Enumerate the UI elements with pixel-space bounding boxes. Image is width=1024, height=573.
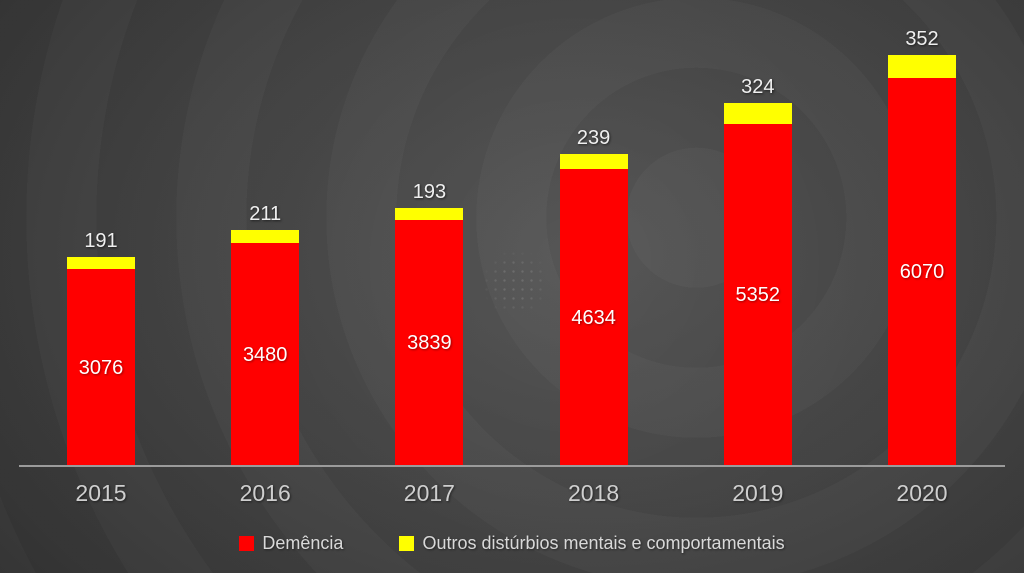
bar-value-label: 6070 xyxy=(899,260,945,283)
chart-legend: Demência Outros distúrbios mentais e comp… xyxy=(0,533,1024,554)
stack-top-value-label: 324 xyxy=(741,75,775,98)
bar-segment-demencia: 6070 xyxy=(888,77,956,466)
bar-value-label: 3480 xyxy=(242,343,288,366)
x-axis-tick-label: 2020 xyxy=(896,480,948,506)
bar-group-2015: 191 3076 xyxy=(67,231,135,466)
stack-top-value-label: 211 xyxy=(249,202,282,225)
x-axis-tick-label: 2019 xyxy=(732,480,784,506)
legend-swatch-icon xyxy=(239,536,255,551)
legend-item: Outros distúrbios mentais e comportament… xyxy=(399,533,785,554)
bar-value-label: 3839 xyxy=(407,332,452,355)
background-dots-decoration xyxy=(482,249,550,317)
bar-value-label: 3076 xyxy=(78,356,124,379)
legend-swatch-icon xyxy=(399,536,415,551)
bar-segment-outros-disturbios xyxy=(723,102,792,124)
bar-segment-demencia: 5352 xyxy=(723,123,792,466)
bar-segment-demencia: 4634 xyxy=(559,169,628,466)
x-axis-tick-label: 2016 xyxy=(239,480,291,506)
bar-segment-demencia: 3839 xyxy=(395,220,464,466)
x-axis-tick-label: 2015 xyxy=(75,480,127,506)
bar-group-2017: 193 3839 xyxy=(395,180,464,466)
bar-segment-outros-disturbios xyxy=(67,256,135,270)
bar-group-2019: 324 5352 xyxy=(723,75,792,466)
bar-segment-demencia: 3076 xyxy=(67,269,135,466)
bar-segment-outros-disturbios xyxy=(559,154,628,170)
bar-group-2020: 352 6070 xyxy=(888,29,956,466)
legend-label: Demência xyxy=(262,533,344,553)
stack-top-value-label: 352 xyxy=(905,28,939,50)
x-axis-tick-label: 2017 xyxy=(403,480,455,506)
bar-segment-outros-disturbios xyxy=(395,207,464,221)
bar-segment-outros-disturbios xyxy=(888,55,956,78)
stack-top-value-label: 193 xyxy=(412,180,447,203)
bar-value-label: 4634 xyxy=(571,306,616,329)
bar-segment-outros-disturbios xyxy=(231,229,300,244)
stack-top-value-label: 191 xyxy=(84,229,118,252)
bar-value-label: 5352 xyxy=(735,283,781,306)
x-axis-tick-label: 2018 xyxy=(568,480,620,506)
bar-group-2018: 239 4634 xyxy=(559,127,628,466)
legend-item: Demência xyxy=(239,533,343,554)
bar-segment-demencia: 3480 xyxy=(231,243,300,466)
stack-top-value-label: 239 xyxy=(576,127,611,150)
bar-group-2016: 211 3480 xyxy=(231,202,300,466)
x-axis-line xyxy=(19,465,1005,467)
legend-label: Outros distúrbios mentais e comportament… xyxy=(422,533,785,553)
